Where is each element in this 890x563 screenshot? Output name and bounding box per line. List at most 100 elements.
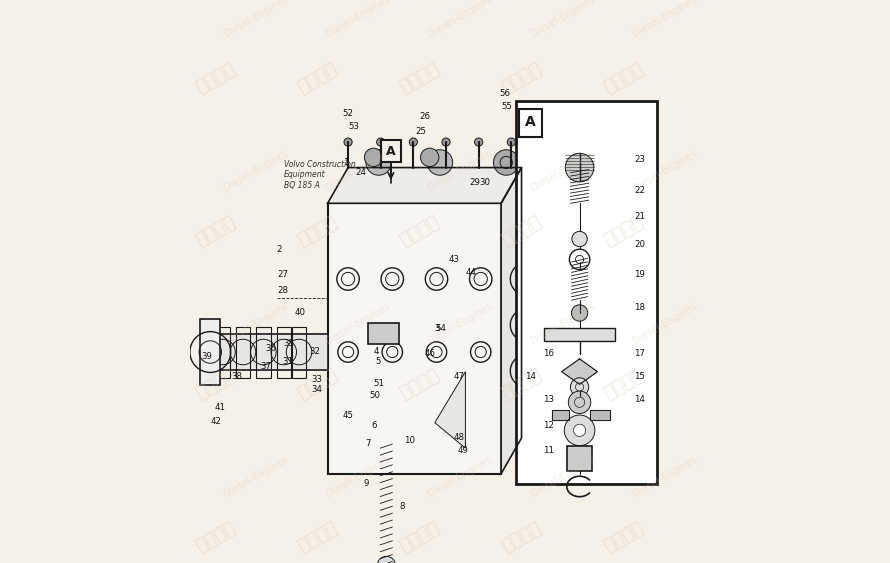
Text: Diesel-Engines: Diesel-Engines <box>529 148 596 193</box>
Text: Diesel-Engines: Diesel-Engines <box>325 0 392 39</box>
Text: 21: 21 <box>635 212 645 221</box>
Text: 10: 10 <box>404 436 415 445</box>
Text: 11: 11 <box>543 446 554 455</box>
Text: 紫发动力: 紫发动力 <box>498 366 545 403</box>
Text: Diesel-Engines: Diesel-Engines <box>426 148 494 193</box>
Text: 49: 49 <box>458 446 469 455</box>
Bar <box>200 319 221 385</box>
Circle shape <box>474 138 482 146</box>
Text: 16: 16 <box>543 349 554 358</box>
Polygon shape <box>590 410 611 420</box>
Bar <box>368 324 399 344</box>
Text: 紫发动力: 紫发动力 <box>396 60 442 97</box>
Text: 38: 38 <box>231 372 243 381</box>
Text: 30: 30 <box>480 178 490 187</box>
Polygon shape <box>328 168 522 203</box>
Circle shape <box>427 150 453 175</box>
Text: 43: 43 <box>449 255 459 264</box>
Text: 44: 44 <box>466 267 477 276</box>
Text: 45: 45 <box>343 410 353 419</box>
Circle shape <box>377 556 395 563</box>
Bar <box>256 327 271 378</box>
Text: 50: 50 <box>369 391 381 400</box>
Text: Diesel-Engines: Diesel-Engines <box>426 301 494 346</box>
Text: 19: 19 <box>635 270 645 279</box>
Text: 34: 34 <box>311 385 322 394</box>
Text: 紫发动力: 紫发动力 <box>295 519 341 556</box>
Text: 26: 26 <box>419 112 430 121</box>
Circle shape <box>507 138 515 146</box>
Text: 紫发动力: 紫发动力 <box>295 366 341 403</box>
Circle shape <box>573 424 586 436</box>
Text: Diesel-Engines: Diesel-Engines <box>529 454 596 499</box>
Text: 23: 23 <box>635 155 645 164</box>
Circle shape <box>569 391 591 413</box>
Text: 紫发动力: 紫发动力 <box>601 213 647 250</box>
Text: 14: 14 <box>635 395 645 404</box>
Bar <box>236 327 250 378</box>
Text: Diesel-Engines: Diesel-Engines <box>426 0 494 39</box>
Text: 22: 22 <box>635 186 645 195</box>
Text: Diesel-Engines: Diesel-Engines <box>325 454 392 499</box>
Text: 6: 6 <box>372 421 377 430</box>
Text: 紫发动力: 紫发动力 <box>498 213 545 250</box>
Text: Diesel-Engines: Diesel-Engines <box>630 454 699 499</box>
Text: 28: 28 <box>278 285 288 294</box>
Bar <box>328 203 501 473</box>
Text: 13: 13 <box>543 395 554 404</box>
Text: 56: 56 <box>499 89 511 98</box>
Text: 1: 1 <box>343 158 348 167</box>
Text: 12: 12 <box>543 421 554 430</box>
Text: Volvo Construction
Equipment
BQ 185 A: Volvo Construction Equipment BQ 185 A <box>284 160 356 190</box>
Polygon shape <box>435 372 465 448</box>
Text: Diesel-Engines: Diesel-Engines <box>630 301 699 346</box>
Text: 9: 9 <box>363 480 368 489</box>
Text: 37: 37 <box>260 362 271 371</box>
Text: 29: 29 <box>469 178 480 187</box>
Circle shape <box>572 231 587 247</box>
Text: 紫发动力: 紫发动力 <box>601 60 647 97</box>
Circle shape <box>571 305 587 321</box>
Text: 31: 31 <box>282 357 294 366</box>
Text: 40: 40 <box>294 309 305 318</box>
Text: 46: 46 <box>425 349 435 358</box>
Text: 18: 18 <box>635 303 645 312</box>
Polygon shape <box>562 359 597 385</box>
Circle shape <box>366 150 392 175</box>
Bar <box>277 327 291 378</box>
Text: A: A <box>525 115 536 129</box>
Text: 8: 8 <box>399 502 404 511</box>
Text: 15: 15 <box>635 372 645 381</box>
Text: 7: 7 <box>366 439 371 448</box>
Text: 20: 20 <box>635 240 645 249</box>
Text: 33: 33 <box>311 375 322 384</box>
Text: 紫发动力: 紫发动力 <box>192 519 239 556</box>
Bar <box>519 109 542 137</box>
Text: 紫发动力: 紫发动力 <box>396 519 442 556</box>
Text: Diesel-Engines: Diesel-Engines <box>630 148 699 193</box>
Text: 35: 35 <box>284 339 295 348</box>
Text: 紫发动力: 紫发动力 <box>498 60 545 97</box>
Text: Diesel-Engines: Diesel-Engines <box>222 301 290 346</box>
Text: 54: 54 <box>435 324 447 333</box>
Text: 55: 55 <box>502 102 513 111</box>
Text: 14: 14 <box>525 372 536 381</box>
Text: 紫发动力: 紫发动力 <box>192 366 239 403</box>
Bar <box>215 327 230 378</box>
Text: Diesel-Engines: Diesel-Engines <box>529 0 596 39</box>
Text: 39: 39 <box>201 352 212 361</box>
Text: Diesel-Engines: Diesel-Engines <box>630 0 699 39</box>
Text: 48: 48 <box>454 434 465 443</box>
Text: 紫发动力: 紫发动力 <box>295 60 341 97</box>
Text: Diesel-Engines: Diesel-Engines <box>222 148 290 193</box>
Text: Diesel-Engines: Diesel-Engines <box>426 454 494 499</box>
Text: 4: 4 <box>374 347 379 356</box>
Text: 紫发动力: 紫发动力 <box>192 213 239 250</box>
Bar <box>292 327 306 378</box>
Bar <box>567 446 593 471</box>
Text: Diesel-Engines: Diesel-Engines <box>325 301 392 346</box>
Circle shape <box>565 153 594 182</box>
Bar <box>544 328 615 341</box>
Polygon shape <box>501 168 522 473</box>
Text: 53: 53 <box>349 122 360 131</box>
